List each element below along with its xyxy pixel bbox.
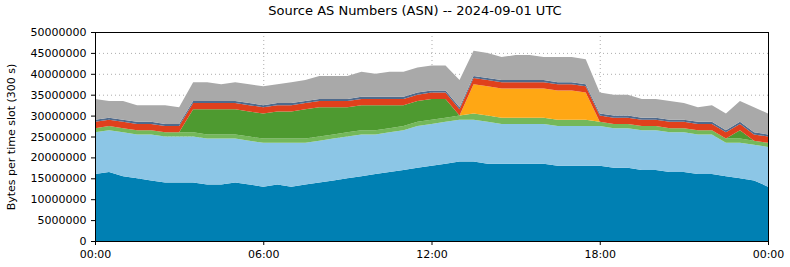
svg-text:40000000: 40000000 bbox=[31, 68, 87, 81]
svg-text:30000000: 30000000 bbox=[31, 110, 87, 123]
svg-text:20000000: 20000000 bbox=[31, 151, 87, 164]
svg-text:10000000: 10000000 bbox=[31, 193, 87, 206]
html-text:Source AS Numbers (ASN) -- 202: Source AS Numbers (ASN) -- 2024-09-01 UT… bbox=[268, 3, 562, 18]
svg-text:06:00: 06:00 bbox=[248, 248, 280, 261]
svg-text:5000000: 5000000 bbox=[38, 214, 87, 227]
svg-text:45000000: 45000000 bbox=[31, 47, 87, 60]
svg-text:0: 0 bbox=[80, 235, 87, 248]
svg-text:25000000: 25000000 bbox=[31, 131, 87, 144]
svg-text:00:00: 00:00 bbox=[80, 248, 112, 261]
svg-text:50000000: 50000000 bbox=[31, 26, 87, 39]
svg-text:12:00: 12:00 bbox=[416, 248, 448, 261]
svg-text:15000000: 15000000 bbox=[31, 172, 87, 185]
svg-text:Bytes per time slot (300 s): Bytes per time slot (300 s) bbox=[5, 64, 18, 211]
svg-text:00:00: 00:00 bbox=[753, 248, 785, 261]
svg-text:35000000: 35000000 bbox=[31, 89, 87, 102]
svg-text:18:00: 18:00 bbox=[584, 248, 616, 261]
